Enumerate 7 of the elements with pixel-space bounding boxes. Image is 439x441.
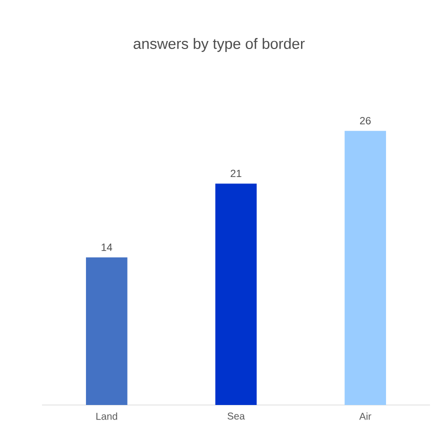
x-tick-label: Sea (228, 412, 245, 420)
x-tick-label: Air (359, 412, 372, 420)
x-tick-label: Land (96, 412, 118, 420)
data-label: 14 (102, 244, 112, 251)
data-label: 21 (230, 170, 242, 178)
data-label: 26 (360, 116, 371, 124)
chart-title: answers by type of border (134, 38, 305, 52)
